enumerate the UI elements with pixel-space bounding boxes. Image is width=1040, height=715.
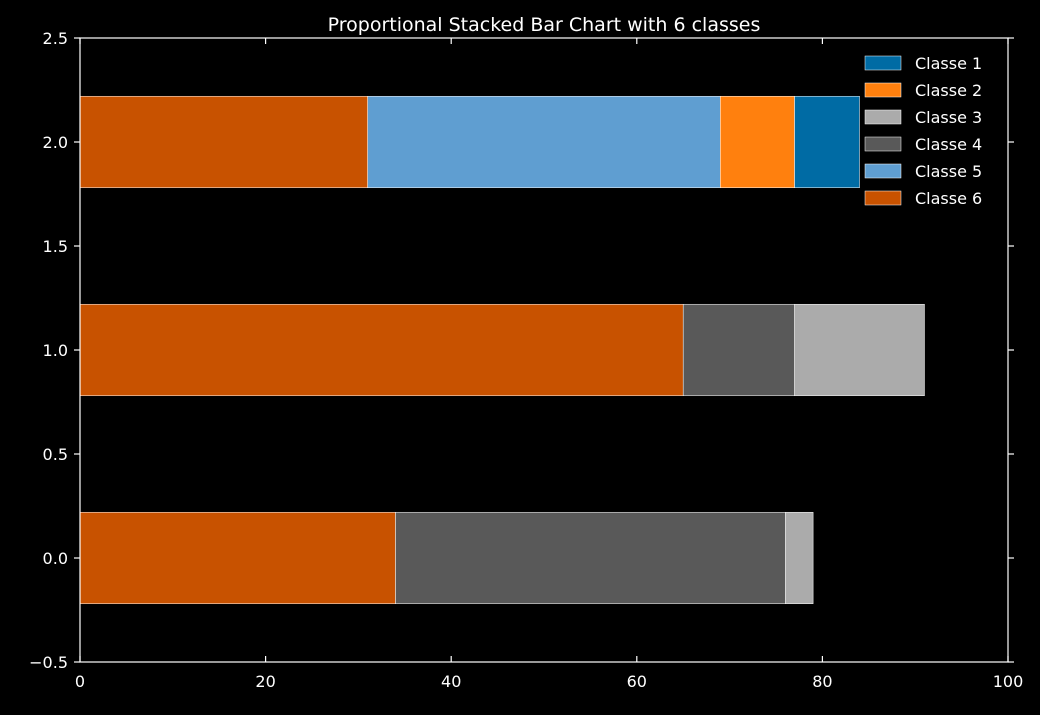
legend: Classe 1 Classe 2 Classe 3 Classe 4 Classe 5… — [864, 54, 982, 208]
y-tick-label: 1.5 — [43, 237, 68, 256]
legend-label-classe-3: Classe 3 — [915, 108, 982, 127]
bar-segment-classe-4-row-1 — [682, 303, 795, 397]
legend-label-classe-6: Classe 6 — [915, 189, 982, 208]
bar-segment-classe-5-row-2 — [367, 95, 721, 189]
legend-swatch-classe-5 — [864, 163, 902, 179]
legend-label-classe-4: Classe 4 — [915, 135, 982, 154]
x-tick-label: 80 — [812, 672, 832, 691]
y-tick-label: −0.5 — [29, 653, 68, 672]
bar-segment-classe-2-row-2 — [720, 95, 795, 189]
y-tick-label: 0.0 — [43, 549, 68, 568]
legend-label-classe-2: Classe 2 — [915, 81, 982, 100]
legend-swatch-classe-6 — [864, 190, 902, 206]
legend-swatch-classe-4 — [864, 136, 902, 152]
bar-segment-classe-6-row-0 — [79, 511, 396, 605]
legend-label-classe-5: Classe 5 — [915, 162, 982, 181]
y-tick-label: 0.5 — [43, 445, 68, 464]
bar-segment-classe-3-row-0 — [785, 511, 814, 605]
bar-segment-classe-3-row-1 — [794, 303, 925, 397]
x-tick-label: 60 — [627, 672, 647, 691]
y-tick-label: 2.5 — [43, 29, 68, 48]
legend-swatch-classe-3 — [864, 109, 902, 125]
y-tick-label: 2.0 — [43, 133, 68, 152]
bar-segment-classe-6-row-2 — [79, 95, 368, 189]
bar-segment-classe-4-row-0 — [395, 511, 786, 605]
axes-layer: 0 20 40 60 80 100 −0.5 0.0 0.5 1.0 1.5 2.0 2.5 — [29, 29, 1023, 691]
x-tick-label: 100 — [993, 672, 1024, 691]
chart-title: Proportional Stacked Bar Chart with 6 cl… — [328, 14, 761, 36]
legend-swatch-classe-2 — [864, 82, 902, 98]
x-tick-label: 0 — [75, 672, 85, 691]
x-tick-label: 20 — [255, 672, 275, 691]
bar-segment-classe-6-row-1 — [79, 303, 684, 397]
legend-swatch-classe-1 — [864, 55, 902, 71]
legend-label-classe-1: Classe 1 — [915, 54, 982, 73]
y-tick-label: 1.0 — [43, 341, 68, 360]
bars-layer — [79, 95, 925, 605]
bar-segment-classe-1-row-2 — [794, 95, 860, 189]
x-tick-label: 40 — [441, 672, 461, 691]
